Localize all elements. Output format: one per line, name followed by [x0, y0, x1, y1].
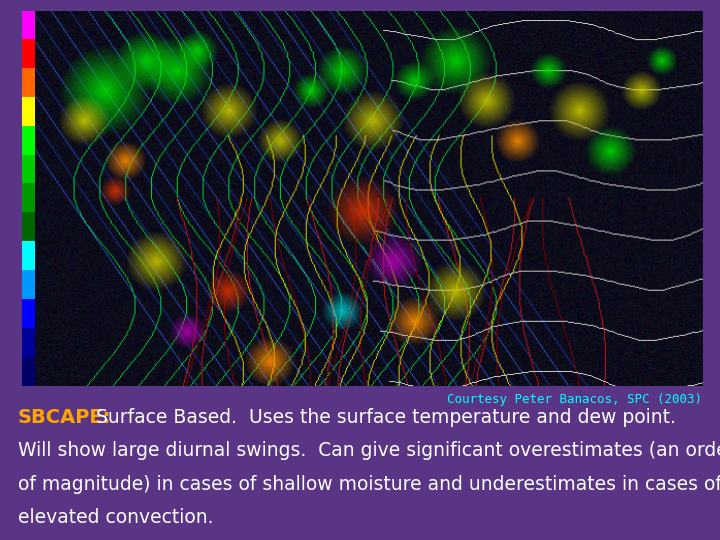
Text: Surface Based.  Uses the surface temperature and dew point.: Surface Based. Uses the surface temperat… — [84, 408, 676, 427]
Text: Will show large diurnal swings.  Can give significant overestimates (an order: Will show large diurnal swings. Can give… — [18, 441, 720, 460]
Text: SBCAPE:: SBCAPE: — [18, 408, 112, 427]
Text: elevated convection.: elevated convection. — [18, 508, 214, 527]
Text: Courtesy Peter Banacos, SPC (2003): Courtesy Peter Banacos, SPC (2003) — [447, 393, 702, 406]
Text: of magnitude) in cases of shallow moisture and underestimates in cases of: of magnitude) in cases of shallow moistu… — [18, 475, 720, 494]
